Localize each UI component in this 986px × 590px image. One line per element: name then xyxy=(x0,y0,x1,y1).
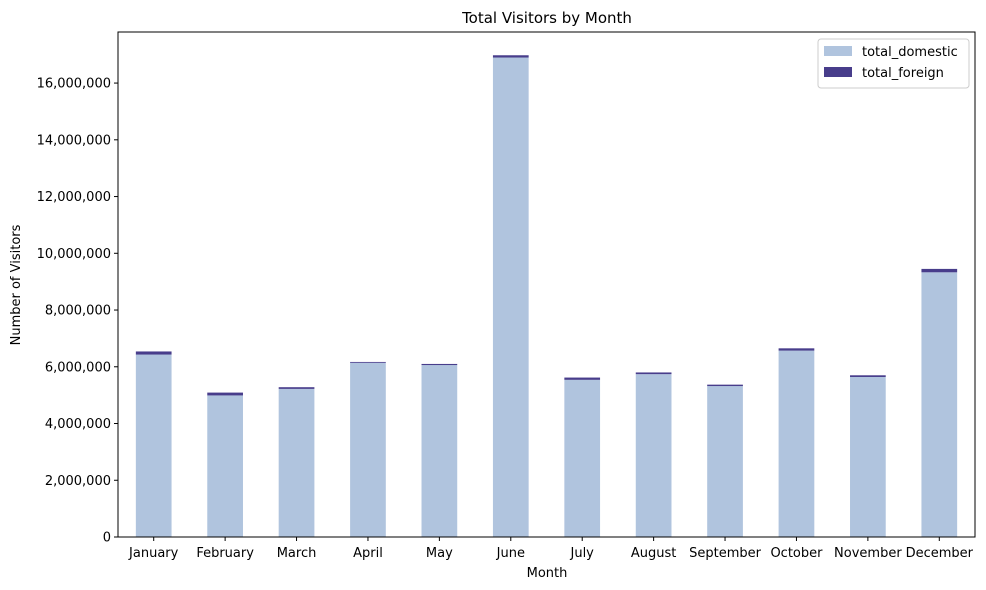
legend-swatch-total-domestic xyxy=(824,46,852,56)
y-axis-label: Number of Visitors xyxy=(9,224,24,345)
bar-total-foreign-january xyxy=(135,351,172,355)
x-tick-label: October xyxy=(770,546,823,561)
bar-total-foreign-september xyxy=(707,384,743,387)
bar-total-foreign-august xyxy=(635,372,672,375)
bar-total-foreign-may xyxy=(421,363,458,366)
bar-total-domestic-july xyxy=(564,379,601,537)
x-tick-label: November xyxy=(834,546,902,561)
x-tick-label: February xyxy=(196,546,254,561)
bar-total-foreign-april xyxy=(350,361,386,363)
bar-total-foreign-march xyxy=(278,387,315,389)
bar-total-domestic-september xyxy=(707,386,743,537)
bar-total-foreign-november xyxy=(850,375,886,377)
bar-total-domestic-june xyxy=(492,57,529,537)
chart-title: Total Visitors by Month xyxy=(461,9,632,27)
plot-frame xyxy=(117,31,976,538)
y-tick-label: 4,000,000 xyxy=(45,417,111,432)
legend-label-total-domestic: total_domestic xyxy=(862,45,958,60)
legend-swatch-total-foreign xyxy=(824,67,852,77)
x-tick-label: August xyxy=(631,546,677,561)
x-tick-label: June xyxy=(496,546,525,561)
bar-total-foreign-december xyxy=(921,268,958,273)
bar-total-domestic-november xyxy=(850,376,886,537)
x-tick-label: May xyxy=(426,546,453,561)
x-tick-label: September xyxy=(689,546,762,561)
bar-total-domestic-february xyxy=(207,395,243,537)
y-tick-label: 2,000,000 xyxy=(45,474,111,489)
bar-total-foreign-october xyxy=(778,348,815,351)
x-tick-label: December xyxy=(906,546,974,561)
y-tick-label: 8,000,000 xyxy=(45,304,111,319)
x-tick-label: January xyxy=(128,546,179,561)
bar-total-domestic-march xyxy=(278,388,315,537)
x-axis-label: Month xyxy=(527,566,568,581)
y-tick-label: 0 xyxy=(103,531,111,546)
legend-label-total-foreign: total_foreign xyxy=(862,66,944,81)
y-tick-label: 6,000,000 xyxy=(45,360,111,375)
legend: total_domestic total_foreign xyxy=(817,38,970,89)
bar-total-domestic-may xyxy=(421,365,458,537)
bar-total-foreign-february xyxy=(207,392,243,396)
bar-total-domestic-august xyxy=(635,374,672,537)
bar-total-foreign-june xyxy=(492,55,529,58)
y-tick-label: 14,000,000 xyxy=(37,133,111,148)
bar-total-domestic-october xyxy=(778,350,815,537)
legend-box xyxy=(817,38,970,89)
x-tick-label: July xyxy=(570,546,595,561)
bar-total-domestic-january xyxy=(135,354,172,537)
bar-total-domestic-april xyxy=(350,362,386,537)
x-tick-label: March xyxy=(277,546,317,561)
y-tick-label: 10,000,000 xyxy=(37,247,111,262)
y-tick-label: 12,000,000 xyxy=(37,190,111,205)
bar-total-domestic-december xyxy=(921,272,958,537)
y-tick-label: 16,000,000 xyxy=(37,77,111,92)
bar-total-foreign-july xyxy=(564,377,601,380)
x-tick-label: April xyxy=(353,546,383,561)
plot-area: January February March April May June July Augu… xyxy=(37,31,976,561)
